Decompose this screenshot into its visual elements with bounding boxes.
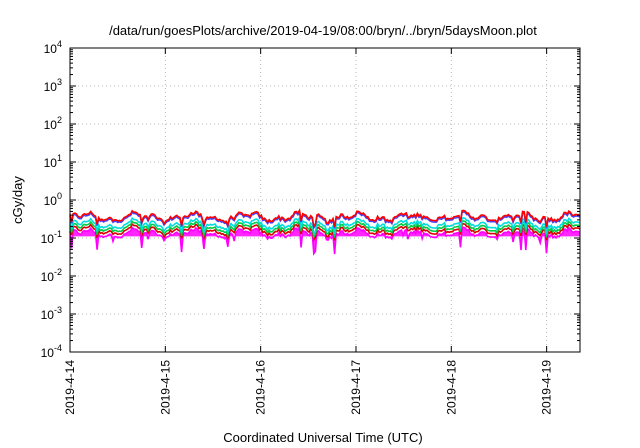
- y-tick-label: 10-2: [41, 267, 62, 284]
- x-tick-label: 2019-4-19: [540, 360, 554, 415]
- y-tick-label: 103: [44, 77, 62, 94]
- y-tick-label: 101: [44, 153, 62, 170]
- series-line-3: [69, 215, 581, 236]
- grid: [70, 48, 580, 352]
- series-line-1: [69, 221, 581, 242]
- chart-title: /data/run/goesPlots/archive/2019-04-19/0…: [109, 23, 537, 38]
- y-tick-label: 10-4: [41, 343, 62, 360]
- y-tick-label: 102: [44, 115, 62, 132]
- x-tick-label: 2019-4-15: [158, 360, 172, 415]
- series-line-2: [69, 218, 581, 239]
- y-tick-label: 10-1: [41, 229, 62, 246]
- x-tick-label: 2019-4-17: [349, 360, 363, 415]
- y-axis-label: cGy/day: [10, 176, 25, 224]
- series-layer: [69, 208, 581, 256]
- y-tick-label: 10-3: [41, 305, 62, 322]
- x-axis-label: Coordinated Universal Time (UTC): [223, 430, 422, 445]
- x-axis: 2019-4-14 2019-4-15 2019-4-16 2019-4-17 2019…: [63, 48, 554, 415]
- y-tick-label: 104: [44, 39, 62, 56]
- y-axis: 104 103 102 101 100 10-1 10-2 10-3 10-4: [41, 39, 580, 360]
- y-tick-label: 100: [44, 191, 62, 208]
- x-tick-label: 2019-4-14: [63, 360, 77, 415]
- x-tick-label: 2019-4-18: [444, 360, 458, 415]
- series-area-0: [70, 227, 580, 255]
- series-line-0: [69, 224, 581, 256]
- x-tick-label: 2019-4-16: [254, 360, 268, 415]
- series-line-5: [69, 208, 581, 229]
